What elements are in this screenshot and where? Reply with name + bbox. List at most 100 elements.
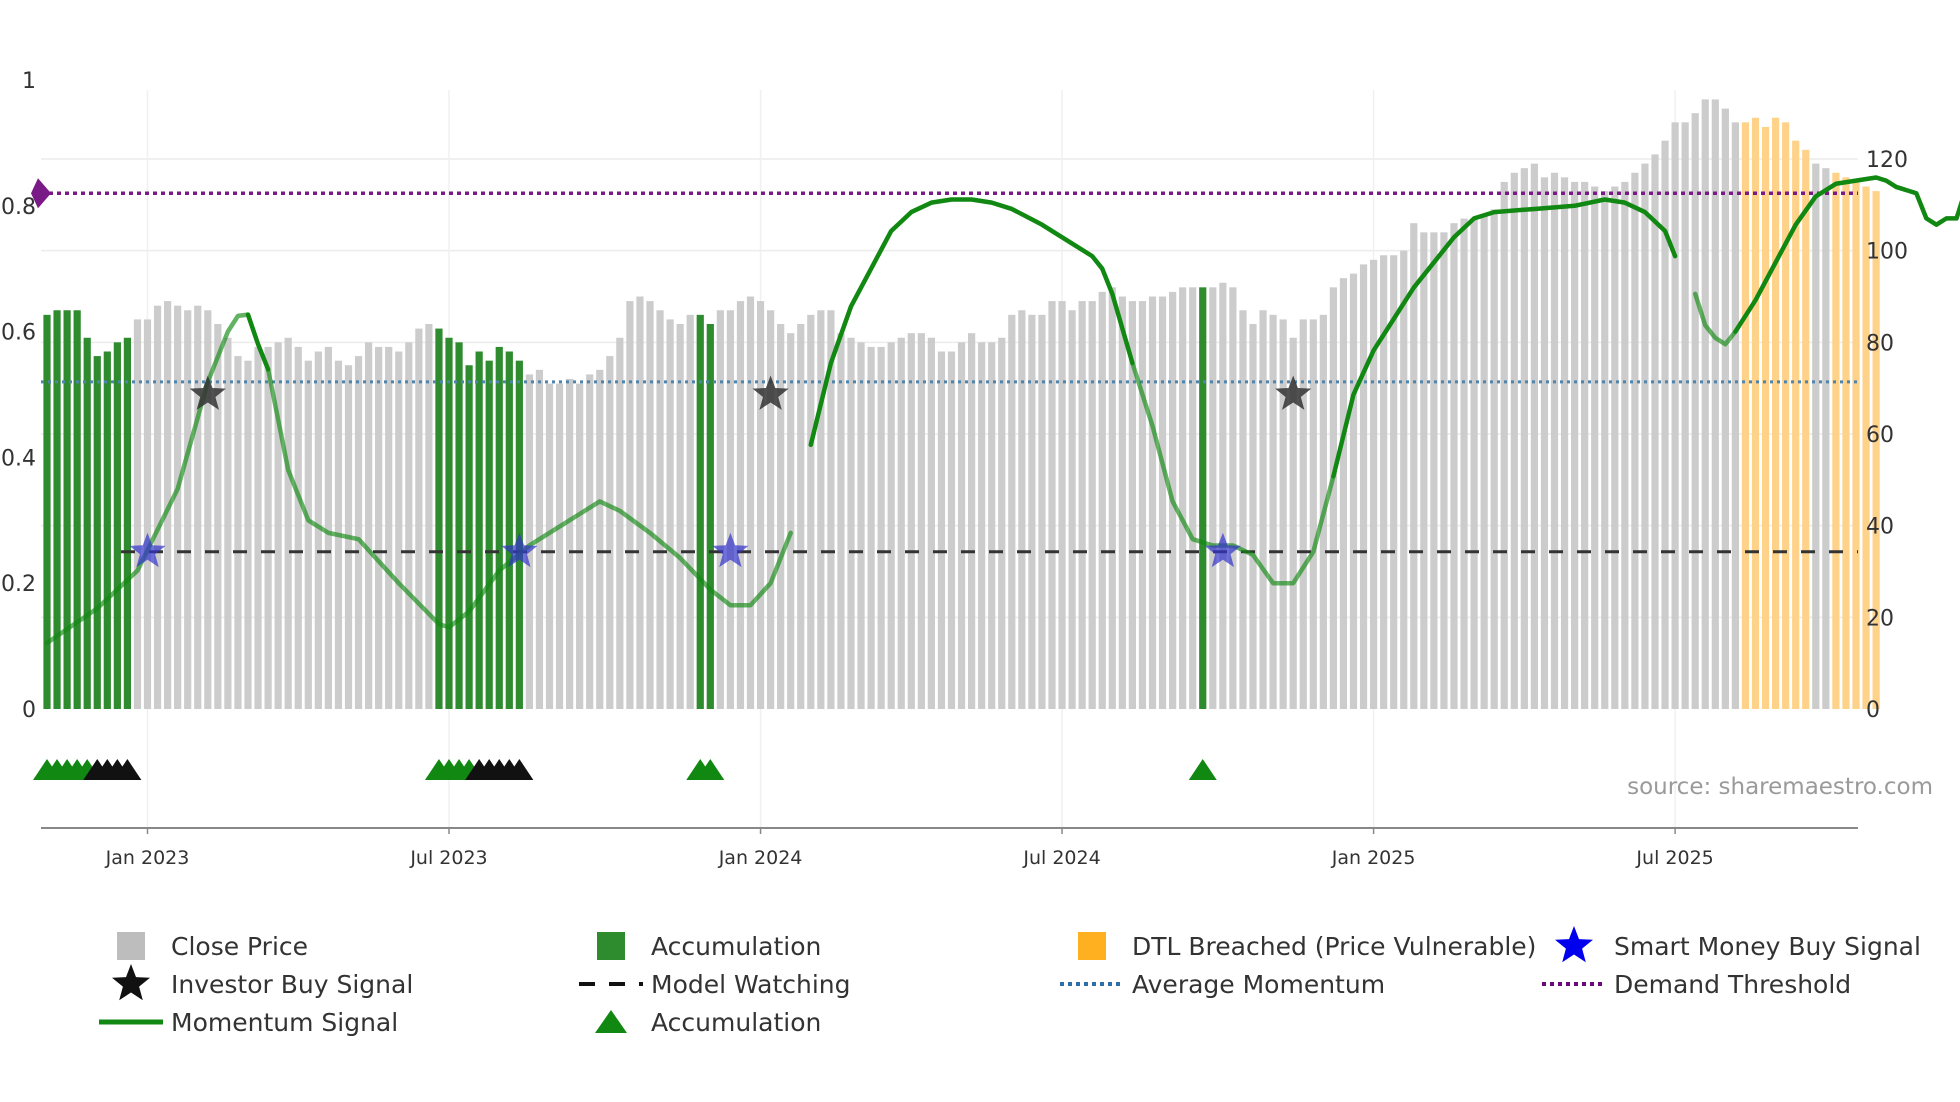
price-bar (1611, 186, 1619, 709)
accumulation-triangle (696, 759, 725, 780)
price-bar (1359, 264, 1368, 709)
price-bar (1289, 337, 1297, 709)
price-bar (445, 337, 453, 709)
price-bar (1158, 296, 1167, 709)
legend-label: Demand Threshold (1614, 970, 1851, 999)
legend-label: Close Price (171, 932, 308, 961)
price-bar (1229, 287, 1237, 709)
price-bar (1772, 117, 1780, 709)
price-bar (1108, 287, 1116, 709)
price-bar (1822, 168, 1830, 709)
price-bar (1008, 314, 1016, 709)
legend-swatch (117, 932, 145, 960)
y2-tick-label: 100 (1866, 240, 1908, 265)
price-bar (606, 356, 614, 709)
accumulation-triangle (1188, 759, 1217, 780)
price-bar (1550, 172, 1559, 709)
price-bar (435, 328, 443, 709)
momentum-line-segment (265, 367, 793, 630)
price-bar (354, 356, 363, 709)
price-bar (877, 346, 885, 709)
price-bar (1219, 282, 1227, 709)
y2-tick-label: 120 (1866, 148, 1908, 173)
price-bar (415, 328, 423, 709)
price-bar (1058, 301, 1066, 709)
price-bar (1862, 186, 1870, 709)
investor-buy-star (752, 375, 789, 410)
price-bar (1148, 296, 1157, 709)
x-tick-label: Jul 2024 (1022, 847, 1100, 869)
x-tick-label: Jul 2023 (409, 847, 487, 869)
momentum-line-segment (1130, 360, 1336, 586)
momentum-signal-line (44, 175, 1960, 646)
legend-swatch (1078, 932, 1106, 960)
accumulation-strip (33, 759, 1858, 829)
price-bar (716, 310, 724, 709)
y2-tick-label: 80 (1866, 331, 1894, 356)
price-bar (1731, 122, 1739, 710)
price-bar (797, 324, 805, 709)
price-bar (1440, 232, 1448, 710)
price-bar (957, 342, 966, 709)
price-bar (1560, 177, 1569, 710)
price-bar (1490, 209, 1498, 709)
y2-tick-label: 0 (1866, 698, 1880, 723)
price-bar (616, 337, 624, 709)
legend-triangle (595, 1010, 627, 1033)
price-bar (525, 374, 533, 709)
price-bar (1430, 232, 1438, 710)
legend-label: Smart Money Buy Signal (1614, 932, 1921, 961)
price-bar (787, 333, 795, 709)
legend-star (1555, 926, 1593, 963)
price-bar (676, 324, 684, 709)
price-bar (1802, 149, 1810, 710)
price-bar (1792, 140, 1800, 709)
momentum-line-segment (1733, 175, 1960, 334)
price-bar (1239, 310, 1247, 709)
price-bar (907, 333, 915, 709)
price-bar (1088, 301, 1096, 709)
price-bar (1098, 291, 1106, 709)
price-bar (174, 305, 182, 709)
price-bar (1420, 232, 1428, 710)
price-bar (1621, 181, 1629, 709)
price-bar (1741, 122, 1750, 710)
price-bar (1068, 310, 1076, 709)
price-bar (1380, 255, 1388, 709)
signal-markers (129, 375, 1312, 568)
price-bar (927, 337, 935, 709)
x-axis: Jan 2023 Jul 2023 Jan 2024 Jul 2024 Jan 2025… (105, 828, 1714, 869)
price-bar (746, 296, 755, 709)
price-bar (1852, 181, 1860, 709)
price-bar (1138, 301, 1147, 709)
price-bar (1259, 310, 1267, 709)
price-bar (1370, 259, 1378, 709)
price-bar (656, 310, 664, 709)
price-bar (978, 342, 986, 709)
price-bar (214, 324, 222, 709)
price-bar (1540, 177, 1549, 710)
reference-lines (31, 178, 1858, 554)
price-bar (1681, 122, 1689, 710)
price-bar (43, 314, 51, 709)
price-bar (1390, 255, 1398, 709)
price-bar (1118, 296, 1126, 709)
price-bar (1209, 287, 1217, 709)
legend-label: Accumulation (651, 932, 821, 961)
price-bar (1179, 287, 1187, 709)
y-tick-label: 0.6 (1, 321, 36, 346)
price-bar (917, 333, 925, 709)
price-bar (113, 342, 121, 709)
close-price-bars (43, 99, 1880, 710)
x-tick-label: Jan 2024 (718, 847, 803, 869)
price-bar (1269, 314, 1277, 709)
price-bar (1460, 218, 1468, 710)
price-bar (696, 314, 704, 709)
price-bar (73, 310, 81, 709)
price-bar (1249, 324, 1257, 709)
y-tick-label: 0.4 (1, 446, 36, 471)
legend-swatch (597, 932, 625, 960)
price-bar (324, 346, 332, 709)
price-bar (1571, 181, 1579, 709)
price-bar (1711, 99, 1719, 709)
